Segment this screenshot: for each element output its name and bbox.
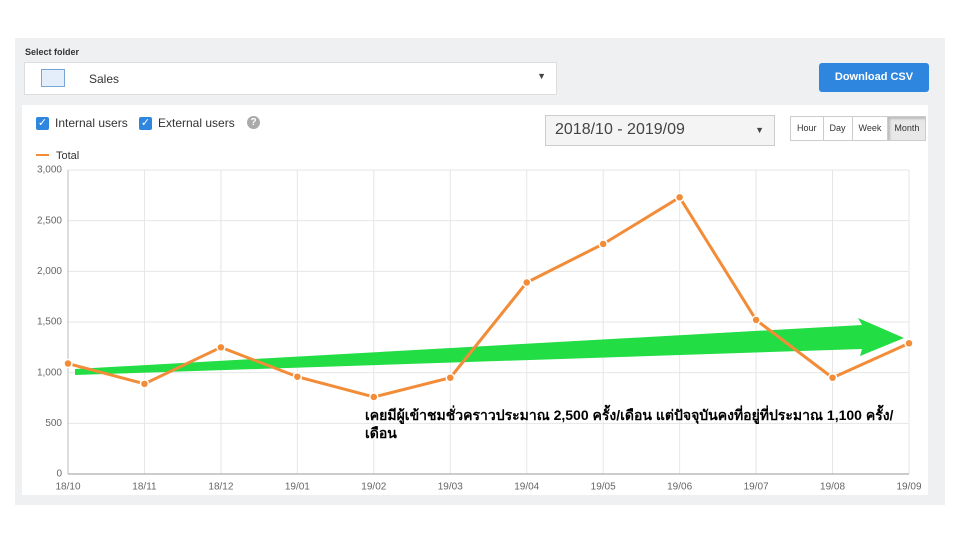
- checkbox-label: External users: [158, 116, 235, 130]
- data-point: [369, 392, 379, 402]
- granularity-button[interactable]: Day: [824, 117, 853, 140]
- x-tick-label: 19/04: [514, 482, 539, 493]
- data-point: [674, 192, 685, 203]
- date-select[interactable]: 2018/10 - 2019/09 ▼: [545, 115, 775, 146]
- y-tick-label: 3,000: [37, 165, 62, 176]
- data-point: [827, 372, 838, 383]
- folder-name: Sales: [89, 72, 120, 86]
- x-tick-label: 18/11: [132, 482, 157, 493]
- data-point: [598, 239, 608, 249]
- checkbox-label: Internal users: [55, 116, 128, 130]
- annotation: เคยมีผู้เข้าชมชั่วคราวประมาณ 2,500 ครั้ง…: [365, 407, 894, 441]
- granularity-group: Hour Day Week Month: [790, 116, 927, 141]
- granularity-button[interactable]: Week: [853, 117, 889, 140]
- series-line: [67, 195, 910, 399]
- date-range: 2018/10 - 2019/09: [555, 121, 685, 138]
- x-tick-label: 19/07: [744, 482, 769, 493]
- data-point: [904, 338, 914, 349]
- checkbox-icon: ✓: [36, 116, 49, 130]
- data-point: [139, 379, 150, 389]
- checkbox-external[interactable]: ✓ External users: [139, 116, 235, 130]
- x-tick-label: 19/03: [438, 482, 463, 493]
- data-point: [63, 358, 73, 369]
- folder-select[interactable]: Sales ▼: [24, 62, 557, 95]
- data-point: [292, 371, 303, 382]
- folder-icon: [41, 69, 65, 87]
- x-tick-label: 18/10: [55, 482, 80, 493]
- data-point: [445, 372, 456, 383]
- checkbox-icon: ✓: [139, 116, 152, 130]
- x-tick-label: 19/05: [591, 482, 616, 493]
- help-icon[interactable]: ?: [247, 116, 260, 129]
- download-button[interactable]: Download CSV: [819, 63, 929, 92]
- data-point: [216, 342, 226, 353]
- checkbox-internal[interactable]: ✓ Internal users: [36, 116, 128, 130]
- y-tick-label: 500: [45, 418, 62, 429]
- y-tick-label: 2,000: [37, 266, 62, 277]
- dropdown-arrow: ▼: [537, 71, 546, 81]
- y-tick-label: 2,500: [37, 215, 62, 226]
- x-tick-label: 19/01: [285, 482, 310, 493]
- granularity-button[interactable]: Month: [888, 117, 926, 140]
- legend-label: Total: [56, 150, 79, 162]
- x-tick-label: 19/09: [896, 482, 921, 493]
- dropdown-arrow: ▼: [755, 125, 764, 135]
- y-tick-label: 1,500: [37, 317, 62, 328]
- trend-arrow: [75, 318, 904, 375]
- x-tick-label: 19/08: [820, 482, 845, 493]
- x-tick-label: 19/02: [361, 482, 386, 493]
- x-tick-label: 19/06: [667, 482, 692, 493]
- data-point: [521, 277, 532, 288]
- data-point: [751, 315, 761, 325]
- y-tick-label: 0: [56, 469, 62, 480]
- x-tick-label: 18/12: [208, 482, 233, 493]
- folder-label: Select folder: [25, 47, 80, 57]
- y-tick-label: 1,000: [37, 367, 62, 378]
- granularity-button[interactable]: Hour: [791, 117, 824, 140]
